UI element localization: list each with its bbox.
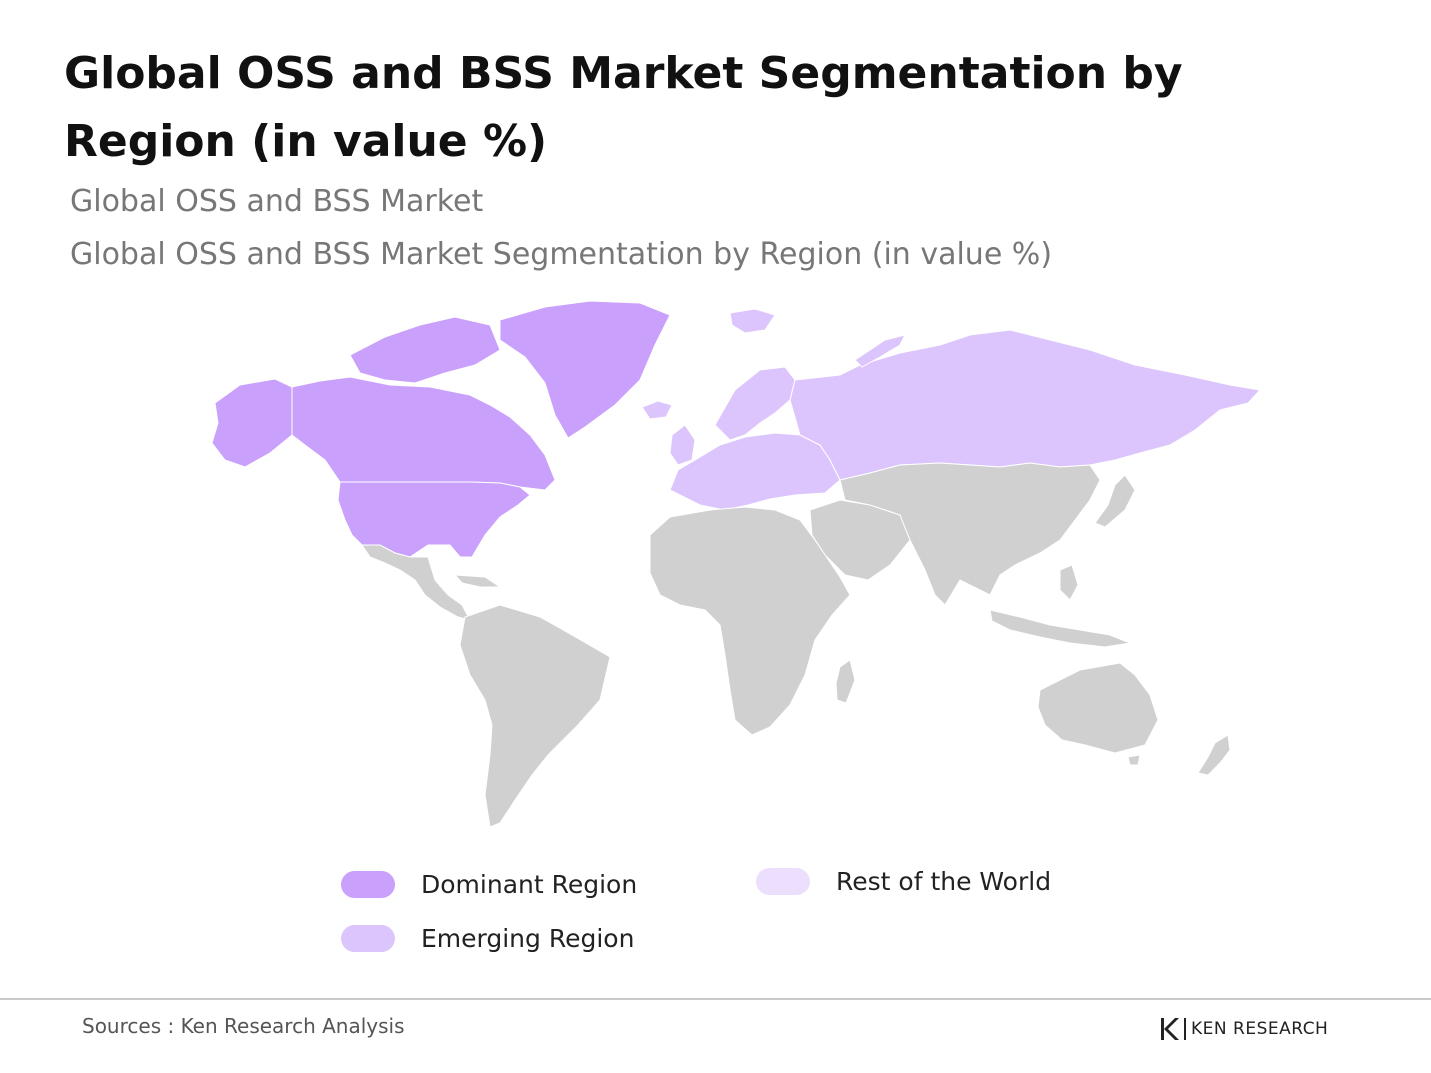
region-usa — [337, 481, 531, 558]
ken-logo-icon — [1161, 1018, 1179, 1040]
region-canada — [291, 376, 556, 491]
subtitle-segmentation: Global OSS and BSS Market Segmentation b… — [70, 237, 1053, 272]
legend-dominant-label: Dominant Region — [421, 870, 638, 899]
region-russia — [789, 329, 1261, 481]
region-alaska — [211, 378, 293, 468]
legend-rest-swatch — [756, 868, 810, 895]
region-philippines — [1059, 564, 1079, 601]
legend-emerging-label: Emerging Region — [421, 924, 635, 953]
region-maritime-southeast-asia — [989, 609, 1132, 648]
legend-dominant: Dominant Region — [341, 870, 637, 899]
region-asia — [839, 462, 1101, 606]
legend-emerging: Emerging Region — [341, 924, 634, 953]
region-canada-arctic-islands — [349, 316, 501, 384]
region-south-america — [459, 604, 611, 828]
region-caribbean — [453, 574, 502, 588]
region-mexico-central-america — [361, 544, 471, 621]
legend-dominant-swatch — [341, 871, 395, 898]
brand-name: KEN RESEARCH — [1191, 1019, 1329, 1039]
region-novaya-zemlya — [854, 334, 906, 368]
legend-emerging-swatch — [341, 925, 395, 952]
region-africa — [649, 506, 851, 736]
legend-rest-label: Rest of the World — [836, 867, 1052, 896]
region-iceland — [641, 400, 673, 420]
source-note: Sources : Ken Research Analysis — [82, 1014, 405, 1038]
chart-title: Global OSS and BSS Market Segmentation b… — [64, 48, 1183, 167]
world-map — [211, 300, 1261, 828]
brand-separator — [1184, 1018, 1186, 1040]
subtitle-market: Global OSS and BSS Market — [70, 184, 484, 219]
region-australia — [1037, 662, 1159, 754]
region-new-zealand — [1197, 734, 1231, 776]
region-madagascar — [835, 659, 856, 704]
region-scandinavia — [714, 366, 796, 441]
legend-rest: Rest of the World — [756, 867, 1051, 896]
region-japan — [1094, 474, 1136, 528]
region-svalbard — [729, 308, 776, 334]
footer-divider — [0, 998, 1431, 1000]
region-greenland — [499, 300, 671, 439]
region-europe — [669, 432, 841, 511]
region-uk-ireland — [669, 424, 696, 466]
brand-logo: KEN RESEARCH — [1160, 1017, 1328, 1041]
region-tasmania — [1127, 754, 1141, 766]
